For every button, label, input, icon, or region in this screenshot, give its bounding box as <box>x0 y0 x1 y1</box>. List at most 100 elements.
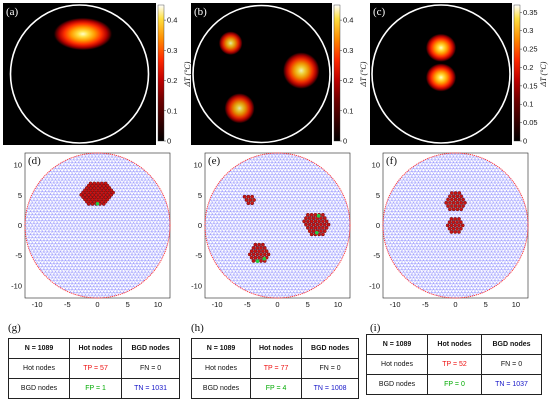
mesh-panel-d: -10 -5 0 5 10 10 5 0 -5 -10 (d) <box>11 152 171 309</box>
hot-node <box>448 200 452 205</box>
hot-node <box>253 249 258 254</box>
hotspot <box>282 51 320 90</box>
hot-node <box>251 259 256 263</box>
hot-node <box>255 246 260 250</box>
x-tick-label: -5 <box>244 300 251 309</box>
hot-node <box>311 229 316 233</box>
hot-node <box>259 259 263 263</box>
table-row-label: Hot nodes <box>366 354 428 375</box>
hot-node <box>451 200 456 205</box>
colorbar-tick-label: 0.2 <box>167 76 177 85</box>
hot-node <box>264 249 269 254</box>
hot-node <box>451 226 456 231</box>
table-row-label: BGD nodes <box>191 378 251 399</box>
hot-node <box>444 200 449 205</box>
confusion-table-h: N = 1089 Hot nodes BGD nodes Hot nodes T… <box>191 338 359 399</box>
false-positive-node <box>95 201 100 206</box>
y-tick-label: 5 <box>376 191 380 200</box>
table-row-label: BGD nodes <box>8 378 70 399</box>
colorbar-tick-label: 0 <box>343 137 347 146</box>
hot-node <box>262 252 267 257</box>
hot-node <box>458 226 463 231</box>
hot-node <box>451 207 456 212</box>
hot-node <box>453 230 458 234</box>
colorbar-tick-label: 0 <box>167 137 171 146</box>
hot-node <box>255 252 260 257</box>
hot-node <box>459 194 464 199</box>
hotspot <box>218 31 243 56</box>
hotspot <box>425 63 457 92</box>
colorbar-tick-label: 0.4 <box>343 16 353 25</box>
hot-node <box>262 246 267 250</box>
hot-node <box>449 223 454 228</box>
table-header-cell: BGD nodes <box>121 338 180 359</box>
y-tick-label: -5 <box>195 251 202 260</box>
hot-node <box>96 181 100 186</box>
x-tick-label: -5 <box>422 300 429 309</box>
x-tick-label: -5 <box>64 300 71 309</box>
hot-node <box>453 223 458 228</box>
table-header-cell: N = 1089 <box>366 334 428 355</box>
confusion-table-i: N = 1089 Hot nodes BGD nodes Hot nodes T… <box>366 334 542 395</box>
y-tick-label: 5 <box>198 191 202 200</box>
false-positive-node <box>316 214 321 218</box>
y-tick-label: -10 <box>369 281 380 290</box>
colorbar <box>513 4 521 142</box>
hot-node <box>246 201 251 206</box>
hot-node <box>317 219 321 224</box>
hot-node <box>463 200 467 205</box>
hot-node <box>309 226 314 230</box>
domain-boundary-circle <box>9 4 150 144</box>
hot-node <box>261 249 265 254</box>
hot-node <box>103 181 108 186</box>
hot-node <box>307 229 312 233</box>
hot-node <box>266 252 271 257</box>
colorbar-tick-label: 0.3 <box>343 46 353 55</box>
fp-cell: FP = 1 <box>68 378 123 399</box>
hot-node <box>249 255 254 260</box>
table-row-label: Hot nodes <box>191 358 251 379</box>
mesh-lines <box>25 153 170 298</box>
hot-node <box>309 232 314 237</box>
colorbar-tick-label: 0.3 <box>167 46 177 55</box>
hot-node <box>246 194 251 199</box>
domain-boundary-circle <box>371 4 511 144</box>
fn-cell: FN = 0 <box>301 358 359 379</box>
hot-node <box>457 217 461 221</box>
hot-node <box>313 213 318 217</box>
hot-node <box>447 226 452 231</box>
panel-label: (e) <box>208 155 221 167</box>
mesh-grid <box>25 153 170 298</box>
table-header-cell: BGD nodes <box>301 338 359 359</box>
colorbar <box>157 4 165 142</box>
mesh-grid <box>205 153 350 298</box>
false-positive-node <box>262 256 267 261</box>
y-tick-label: 10 <box>372 161 380 170</box>
hot-node-group <box>242 194 331 263</box>
hot-node <box>259 246 263 250</box>
hotspot <box>425 33 457 63</box>
panel-label-h: (h) <box>191 322 204 334</box>
hot-node <box>257 249 261 254</box>
x-tick-label: 5 <box>306 300 310 309</box>
mesh-axes-box <box>24 152 171 299</box>
hot-node-group <box>444 191 467 234</box>
x-tick-label: 10 <box>512 300 520 309</box>
hot-node <box>251 252 256 257</box>
tp-cell: TP = 77 <box>249 358 303 379</box>
hot-node <box>457 230 461 234</box>
fp-cell: FP = 0 <box>426 374 483 395</box>
panel-label: (a) <box>6 6 19 18</box>
colorbar-tick-label: 0.1 <box>523 100 533 109</box>
hot-node <box>457 204 462 208</box>
hot-node <box>322 229 327 233</box>
table-header-cell: N = 1089 <box>191 338 251 359</box>
table-header-cell: BGD nodes <box>481 334 542 355</box>
table-row-label: BGD nodes <box>366 374 428 395</box>
hot-node <box>247 252 252 257</box>
x-tick-label: 10 <box>334 300 342 309</box>
hot-node <box>317 226 321 230</box>
hot-node <box>457 223 461 228</box>
table-header-cell: Hot nodes <box>426 334 483 355</box>
